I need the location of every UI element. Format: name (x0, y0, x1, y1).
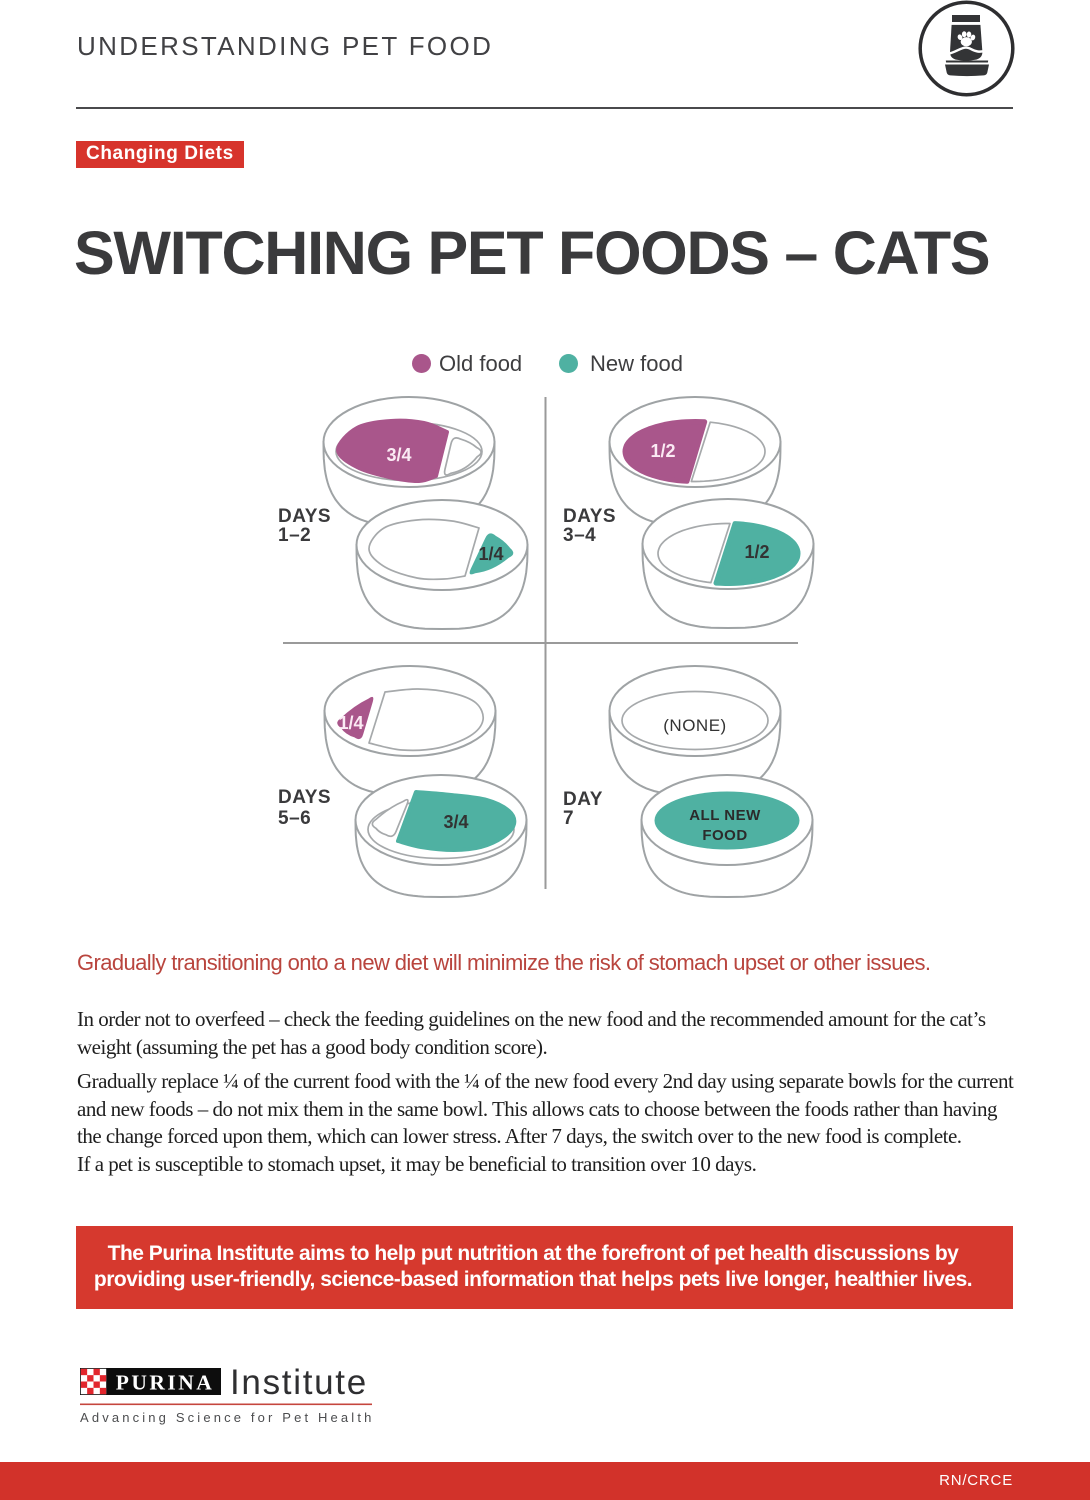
svg-text:5–6: 5–6 (278, 808, 311, 829)
svg-text:1/2: 1/2 (744, 542, 769, 562)
svg-text:3/4: 3/4 (386, 445, 411, 465)
svg-text:Advancing Science for Pet Heal: Advancing Science for Pet Health (80, 1410, 374, 1425)
svg-text:1/4: 1/4 (478, 544, 503, 564)
svg-text:3–4: 3–4 (563, 525, 596, 546)
svg-text:3/4: 3/4 (443, 812, 468, 832)
svg-text:1–2: 1–2 (278, 525, 311, 546)
svg-text:DAYS: DAYS (563, 506, 616, 527)
svg-text:Institute: Institute (230, 1368, 368, 1402)
svg-text:FOOD: FOOD (702, 827, 747, 844)
svg-text:1/4: 1/4 (338, 713, 363, 733)
svg-text:DAYS: DAYS (278, 506, 331, 527)
svg-text:DAY: DAY (563, 789, 603, 810)
svg-text:7: 7 (563, 808, 574, 829)
svg-text:1/2: 1/2 (650, 441, 675, 461)
svg-text:PURINA: PURINA (116, 1371, 215, 1395)
svg-text:DAYS: DAYS (278, 787, 331, 808)
svg-text:ALL NEW: ALL NEW (689, 807, 761, 824)
svg-text:(NONE): (NONE) (663, 716, 726, 735)
